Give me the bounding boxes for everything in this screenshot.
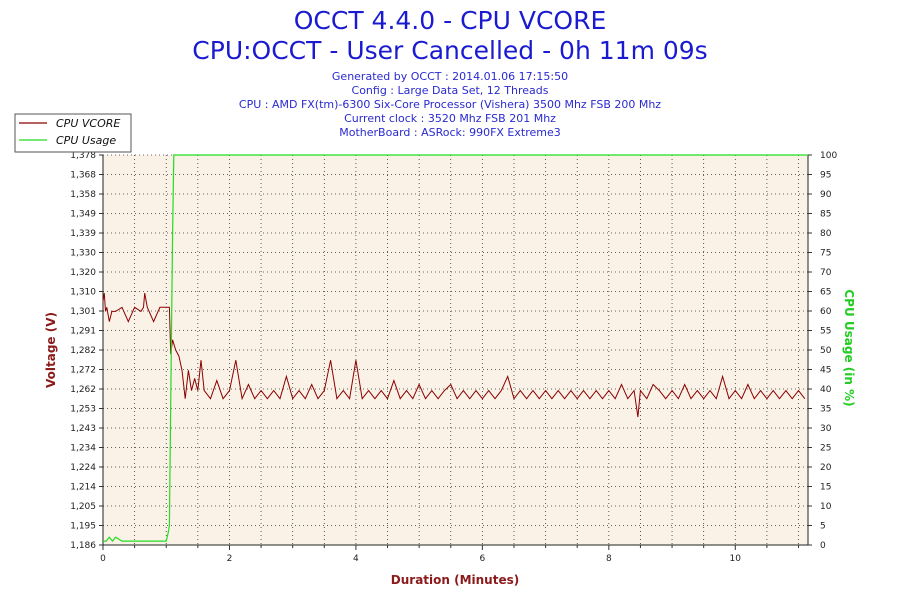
y-tick-label: 1,224 xyxy=(70,463,96,473)
x-tick-label: 10 xyxy=(730,554,742,564)
x-tick-label: 8 xyxy=(606,554,612,564)
x-axis-label: Duration (Minutes) xyxy=(391,573,519,587)
x-tick-label: 2 xyxy=(227,554,233,564)
y-tick-label: 1,330 xyxy=(70,249,96,259)
legend: CPU VCORE CPU Usage xyxy=(14,113,132,153)
y2-tick-label: 55 xyxy=(820,327,831,337)
x-tick-label: 0 xyxy=(100,554,106,564)
y2-tick-label: 95 xyxy=(820,171,831,181)
y2-axis-ticks: 0 5 10 15 20 25 30 35 40 45 50 55 60 65 70 75 80 85 90 95 10… xyxy=(808,151,837,551)
y-tick-label: 1,310 xyxy=(70,288,96,298)
y2-tick-label: 70 xyxy=(820,268,832,278)
y2-tick-label: 20 xyxy=(820,463,832,473)
y-tick-label: 1,243 xyxy=(70,424,96,434)
chart-title: OCCT 4.4.0 - CPU VCORE xyxy=(293,6,607,35)
y-tick-label: 1,253 xyxy=(70,405,96,415)
y2-tick-label: 65 xyxy=(820,288,831,298)
y2-tick-label: 75 xyxy=(820,249,831,259)
y-tick-label: 1,234 xyxy=(70,444,96,454)
series-line-usage xyxy=(103,154,808,543)
info-line-cpu: CPU : AMD FX(tm)-6300 Six-Core Processor… xyxy=(238,98,662,111)
y-tick-label: 1,368 xyxy=(70,171,96,181)
y-tick-label: 1,186 xyxy=(70,541,96,551)
chart-subtitle: CPU:OCCT - User Cancelled - 0h 11m 09s xyxy=(192,36,708,65)
info-line-generated: Generated by OCCT : 2014.01.06 17:15:50 xyxy=(331,70,569,83)
y-tick-label: 1,214 xyxy=(70,483,96,493)
y-tick-label: 1,262 xyxy=(70,385,96,395)
y2-axis-label: CPU Usage (in %) xyxy=(842,289,856,406)
y2-tick-label: 85 xyxy=(820,210,831,220)
legend-label-vcore: CPU VCORE xyxy=(56,117,120,130)
y-tick-label: 1,339 xyxy=(70,229,96,239)
x-tick-label: 6 xyxy=(480,554,486,564)
y2-tick-label: 15 xyxy=(820,483,831,493)
y-tick-label: 1,195 xyxy=(70,522,96,532)
y2-tick-label: 60 xyxy=(820,307,832,317)
y-axis-ticks: 1,186 1,195 1,205 1,214 1,224 1,234 1,243 1,253… xyxy=(70,151,103,551)
y-tick-label: 1,378 xyxy=(70,151,96,161)
info-line-motherboard: MotherBoard : ASRock: 990FX Extreme3 xyxy=(339,126,561,139)
y2-tick-label: 25 xyxy=(820,444,831,454)
y-tick-label: 1,301 xyxy=(70,307,96,317)
y2-tick-label: 100 xyxy=(820,151,837,161)
x-axis-ticks: 0 2 4 6 8 10 xyxy=(100,545,800,564)
info-line-config: Config : Large Data Set, 12 Threads xyxy=(351,84,549,97)
legend-box xyxy=(14,113,132,153)
y-tick-label: 1,272 xyxy=(70,366,96,376)
y2-tick-label: 40 xyxy=(820,385,832,395)
series-group xyxy=(102,154,808,543)
y-tick-label: 1,205 xyxy=(70,502,96,512)
y2-tick-label: 45 xyxy=(820,366,831,376)
y2-tick-label: 0 xyxy=(820,541,826,551)
y-tick-label: 1,320 xyxy=(70,268,96,278)
y2-tick-label: 90 xyxy=(820,190,832,200)
y-tick-label: 1,282 xyxy=(70,346,96,356)
x-tick-label: 4 xyxy=(353,554,359,564)
series-line-vcore xyxy=(102,293,806,418)
y2-tick-label: 35 xyxy=(820,405,831,415)
info-line-clock: Current clock : 3520 Mhz FSB 201 Mhz xyxy=(344,112,556,125)
legend-label-usage: CPU Usage xyxy=(56,134,116,147)
y2-tick-label: 80 xyxy=(820,229,832,239)
y-tick-label: 1,291 xyxy=(70,327,96,337)
y2-tick-label: 50 xyxy=(820,346,832,356)
y2-tick-label: 30 xyxy=(820,424,832,434)
y2-tick-label: 10 xyxy=(820,502,832,512)
y-tick-label: 1,358 xyxy=(70,190,96,200)
y2-tick-label: 5 xyxy=(820,522,826,532)
y-axis-label: Voltage (V) xyxy=(44,312,58,388)
y-tick-label: 1,349 xyxy=(70,210,96,220)
